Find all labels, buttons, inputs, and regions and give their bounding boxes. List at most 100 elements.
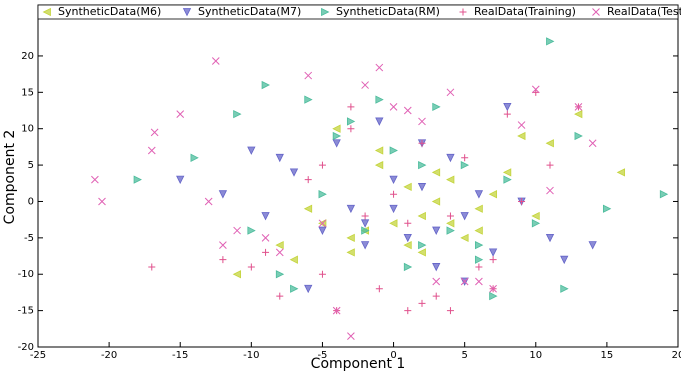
point (432, 102, 441, 112)
y-tick-label: 15 (21, 87, 34, 98)
point (360, 219, 370, 228)
x-tick-label: -15 (172, 350, 188, 361)
point (503, 110, 511, 118)
point (332, 139, 341, 148)
point (517, 121, 526, 129)
point (404, 307, 412, 315)
point (289, 168, 299, 177)
point (233, 110, 242, 119)
y-tick-label: 20 (21, 51, 34, 62)
point (361, 212, 369, 220)
point (190, 153, 199, 162)
point (375, 95, 384, 104)
point (659, 190, 669, 199)
point (446, 226, 455, 235)
point (211, 57, 220, 65)
point (546, 37, 555, 46)
point (176, 110, 185, 119)
point (346, 204, 356, 214)
point (474, 204, 483, 213)
point (418, 240, 427, 250)
legend-label: RealData(Training) (474, 5, 576, 18)
point (531, 219, 541, 228)
x-tick-label: -25 (30, 350, 46, 361)
point (276, 292, 284, 300)
point (289, 255, 298, 264)
x-axis-title: Component 1 (311, 356, 406, 372)
point (446, 212, 454, 220)
point (474, 226, 483, 235)
point (361, 226, 370, 235)
y-tick-label: 0 (28, 196, 34, 207)
point (474, 240, 484, 250)
point (332, 306, 341, 315)
point (304, 284, 313, 294)
point (574, 103, 583, 111)
point (446, 307, 454, 315)
point (546, 186, 554, 195)
point (318, 219, 327, 228)
point (247, 263, 255, 271)
y-tick-label: -15 (18, 306, 34, 317)
point (233, 226, 241, 235)
point (332, 131, 342, 141)
point (148, 263, 156, 271)
point (489, 291, 498, 301)
point (318, 190, 327, 199)
point (318, 270, 326, 278)
point (304, 95, 313, 104)
point (262, 248, 270, 256)
point (403, 240, 412, 250)
x-tick-label: 0 (390, 350, 396, 361)
legend-marker (459, 8, 467, 16)
point (446, 88, 455, 97)
point (488, 248, 498, 257)
point (616, 168, 626, 177)
legend-box (37, 4, 679, 20)
point (545, 233, 555, 243)
point (475, 263, 483, 271)
point (432, 226, 441, 235)
point (417, 211, 426, 221)
point (318, 226, 327, 235)
point (91, 175, 99, 184)
legend-label: SyntheticData(M6) (58, 5, 161, 18)
point (133, 175, 142, 184)
point (261, 80, 270, 90)
point (431, 168, 441, 177)
point (389, 103, 398, 111)
point (474, 190, 484, 199)
legend-label: SyntheticData(M7) (198, 5, 301, 18)
point (503, 102, 512, 112)
point (545, 139, 554, 148)
point (219, 256, 227, 264)
point (374, 160, 384, 170)
point (602, 204, 612, 213)
legend-marker (321, 7, 330, 17)
legend-label: RealData(Test) (607, 5, 681, 18)
point (219, 241, 227, 249)
point (574, 110, 583, 119)
point (247, 146, 256, 155)
point (418, 299, 426, 307)
point (176, 175, 185, 185)
point (403, 106, 412, 115)
x-tick-label: -20 (101, 350, 117, 361)
point (432, 263, 441, 272)
point (347, 125, 355, 133)
x-tick-label: 10 (529, 350, 542, 361)
point (474, 255, 484, 264)
x-tick-label: 5 (461, 350, 467, 361)
point (375, 63, 384, 72)
point (418, 160, 427, 170)
point (417, 248, 426, 257)
point (560, 284, 569, 293)
point (275, 270, 285, 279)
point (147, 146, 156, 155)
point (346, 233, 355, 242)
point (389, 219, 398, 228)
point (150, 128, 159, 137)
point (98, 197, 106, 206)
point (303, 204, 313, 213)
